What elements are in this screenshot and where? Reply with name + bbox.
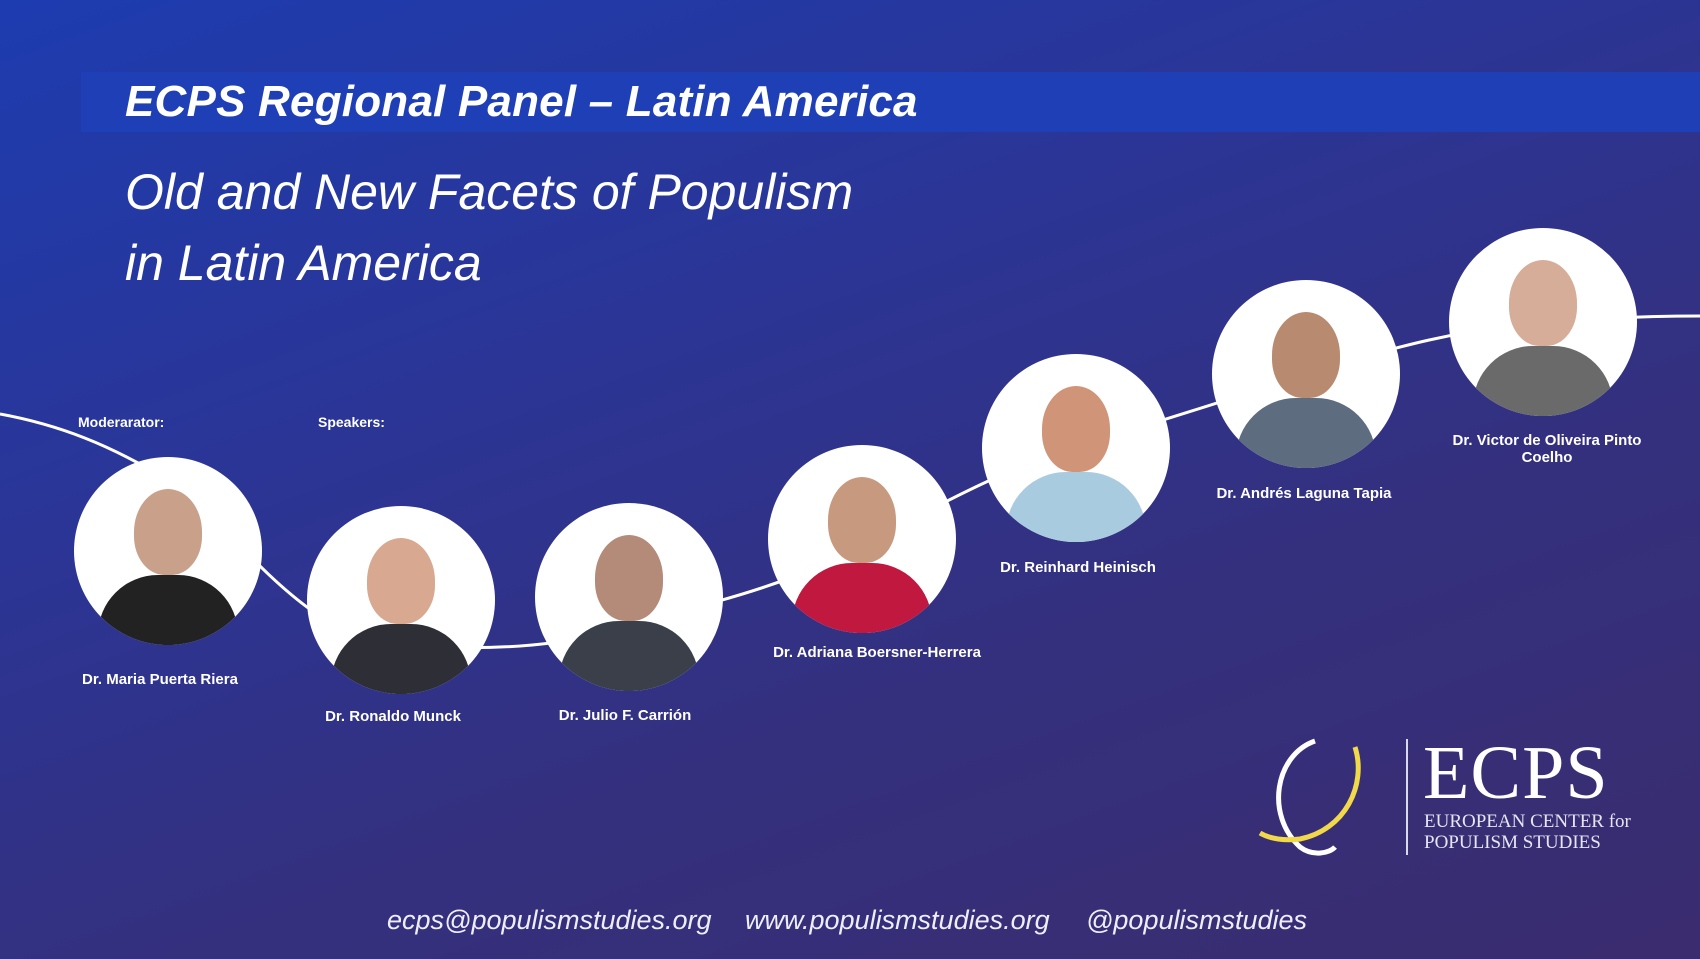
ecps-logo: ECPS EUROPEAN CENTER for POPULISM STUDIES — [1255, 731, 1655, 860]
name-adriana-boersner-herrera: Dr. Adriana Boersner-Herrera — [773, 644, 981, 661]
photo-andres-laguna-tapia — [1212, 280, 1400, 468]
footer-email: ecps@populismstudies.org — [387, 905, 712, 935]
photo-reinhard-heinisch — [982, 354, 1170, 542]
name-victor-coelho: Dr. Victor de Oliveira Pinto Coelho — [1453, 432, 1642, 466]
moderator-label: Moderarator: — [78, 414, 165, 430]
logo-full-name: EUROPEAN CENTER for POPULISM STUDIES — [1424, 811, 1631, 853]
name-ronaldo-munck: Dr. Ronaldo Munck — [325, 708, 461, 725]
subtitle-line-1: Old and New Facets of Populism — [125, 164, 854, 220]
footer-handle: @populismstudies — [1086, 905, 1308, 935]
logo-acronym: ECPS — [1423, 731, 1609, 815]
photo-victor-coelho — [1449, 228, 1637, 416]
name-line-1: Dr. Victor de Oliveira Pinto — [1452, 432, 1642, 449]
photo-julio-carrion — [535, 503, 723, 691]
speakers-label: Speakers: — [318, 414, 385, 430]
name-maria-puerta-riera: Dr. Maria Puerta Riera — [82, 671, 238, 688]
footer-website: www.populismstudies.org — [745, 905, 1050, 935]
subtitle-line-2: in Latin America — [125, 235, 482, 291]
photo-maria-puerta-riera — [74, 457, 262, 645]
logo-divider — [1406, 739, 1408, 855]
title-band — [81, 72, 1700, 132]
ecps-globe-icon — [1258, 738, 1361, 856]
photo-ronaldo-munck — [307, 506, 495, 694]
name-julio-carrion: Dr. Julio F. Carrión — [558, 707, 692, 724]
name-andres-laguna-tapia: Dr. Andrés Laguna Tapia — [1216, 485, 1392, 502]
logo-line-2: POPULISM STUDIES — [1424, 832, 1601, 853]
name-line-2: Coelho — [1521, 449, 1573, 466]
logo-line-1: EUROPEAN CENTER for — [1424, 811, 1631, 832]
panel-title: ECPS Regional Panel – Latin America — [125, 77, 918, 126]
photo-adriana-boersner-herrera — [768, 445, 956, 633]
name-reinhard-heinisch: Dr. Reinhard Heinisch — [1000, 559, 1156, 576]
